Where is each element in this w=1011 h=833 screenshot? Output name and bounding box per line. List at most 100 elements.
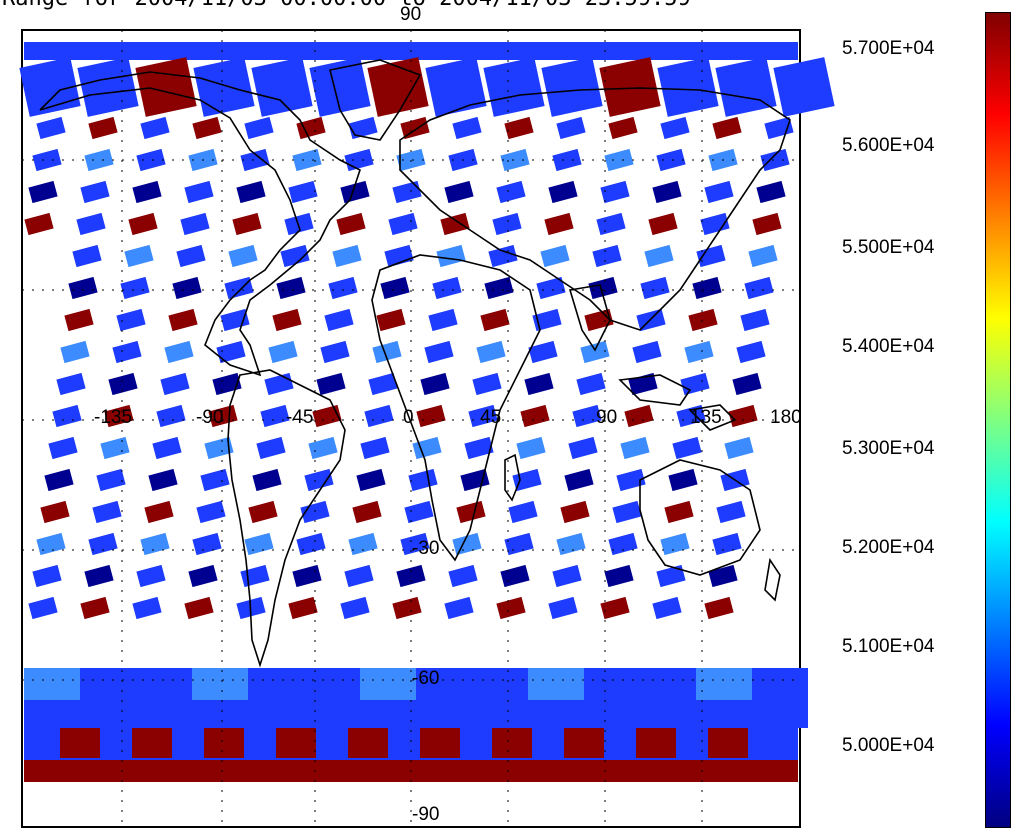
swath-south-red-block <box>348 728 388 758</box>
swath-block <box>280 244 310 268</box>
swath-block <box>440 212 470 236</box>
coastlines <box>39 59 791 668</box>
swath-block <box>52 404 82 428</box>
swath-block <box>488 244 518 268</box>
swath-block <box>536 276 566 300</box>
swath-block <box>184 596 214 620</box>
swath-block <box>716 500 746 524</box>
swath-block <box>588 276 618 300</box>
swath-north-block <box>715 57 777 117</box>
swath-block <box>136 148 166 172</box>
swath-block <box>248 500 278 524</box>
swath-block <box>180 212 210 236</box>
swath-block <box>712 532 742 556</box>
lon-label-minus135: -135 <box>94 407 133 428</box>
lon-label-135: 135 <box>690 407 722 428</box>
swath-block <box>324 308 354 332</box>
swath-block <box>104 404 134 428</box>
swath-block <box>108 372 138 396</box>
swath-block <box>124 244 154 268</box>
swath-block <box>468 404 498 428</box>
swath-block <box>684 340 714 364</box>
swath-block <box>556 116 586 140</box>
swath-block <box>372 340 402 364</box>
swath-block <box>32 564 62 588</box>
lon-label-180: 180 <box>770 407 802 428</box>
swath-block <box>256 436 286 460</box>
swath-block <box>188 564 218 588</box>
swath-block <box>88 532 118 556</box>
swath-block <box>84 148 114 172</box>
swath-block <box>496 180 526 204</box>
swath-block <box>268 340 298 364</box>
swath-block <box>140 116 170 140</box>
swath-block <box>456 500 486 524</box>
swath-block <box>136 564 166 588</box>
swath-block <box>712 116 742 140</box>
swath-south-red-block <box>132 728 172 758</box>
swath-block <box>380 276 410 300</box>
swath-block <box>756 180 786 204</box>
swath-block <box>64 308 94 332</box>
swath-block <box>688 308 718 332</box>
swath-block <box>232 212 262 236</box>
swath-block <box>48 436 78 460</box>
swath-block <box>152 436 182 460</box>
swath-block <box>156 404 186 428</box>
swath-block <box>444 596 474 620</box>
swath-block <box>496 596 526 620</box>
swath-block <box>244 116 274 140</box>
swath-block <box>284 212 314 236</box>
swath-block <box>328 276 358 300</box>
swath-block <box>224 276 254 300</box>
swath-north-block <box>309 57 371 117</box>
swath-block <box>428 308 458 332</box>
swath-block <box>168 308 198 332</box>
swath-block <box>308 436 338 460</box>
swath-block <box>112 340 142 364</box>
swath-south-red-block <box>636 728 676 758</box>
swath-block <box>724 436 754 460</box>
swath-block <box>388 212 418 236</box>
swath-block <box>120 276 150 300</box>
swath-block <box>240 148 270 172</box>
lat-label-90: 90 <box>400 4 422 25</box>
swath-block <box>276 276 306 300</box>
swath-block <box>568 436 598 460</box>
swath-block <box>700 212 730 236</box>
swath-block <box>604 564 634 588</box>
swath-block <box>336 212 366 236</box>
swath-block <box>552 564 582 588</box>
colorbar-label-54000: 5.400E+04 <box>842 336 935 357</box>
swath-block <box>252 468 282 492</box>
swath-block <box>652 180 682 204</box>
swath-block <box>492 212 522 236</box>
swath-block <box>560 500 590 524</box>
swath-block <box>484 276 514 300</box>
swath-block <box>604 148 634 172</box>
swath-block <box>408 468 438 492</box>
swath-block <box>600 180 630 204</box>
swath-block <box>504 116 534 140</box>
swath-block <box>288 180 318 204</box>
swath-block <box>292 564 322 588</box>
swath-north-block <box>657 57 719 117</box>
swath-north-block <box>135 57 197 117</box>
plot-title: Range for 2004/11/03 00:00:00 to 2004/11… <box>2 0 691 11</box>
swath-block <box>640 276 670 300</box>
swath-block <box>344 564 374 588</box>
swath-block <box>740 308 770 332</box>
colorbar <box>985 12 1011 828</box>
swath-block <box>652 596 682 620</box>
swath-south-red-block <box>204 728 244 758</box>
swath-block <box>392 180 422 204</box>
swath-block <box>192 532 222 556</box>
swath-block <box>172 276 202 300</box>
swath-block <box>348 532 378 556</box>
swath-block <box>472 372 502 396</box>
swath-block <box>28 180 58 204</box>
swath-block <box>584 308 614 332</box>
swath-block <box>420 372 450 396</box>
swath-block <box>216 340 246 364</box>
swath-block <box>72 244 102 268</box>
